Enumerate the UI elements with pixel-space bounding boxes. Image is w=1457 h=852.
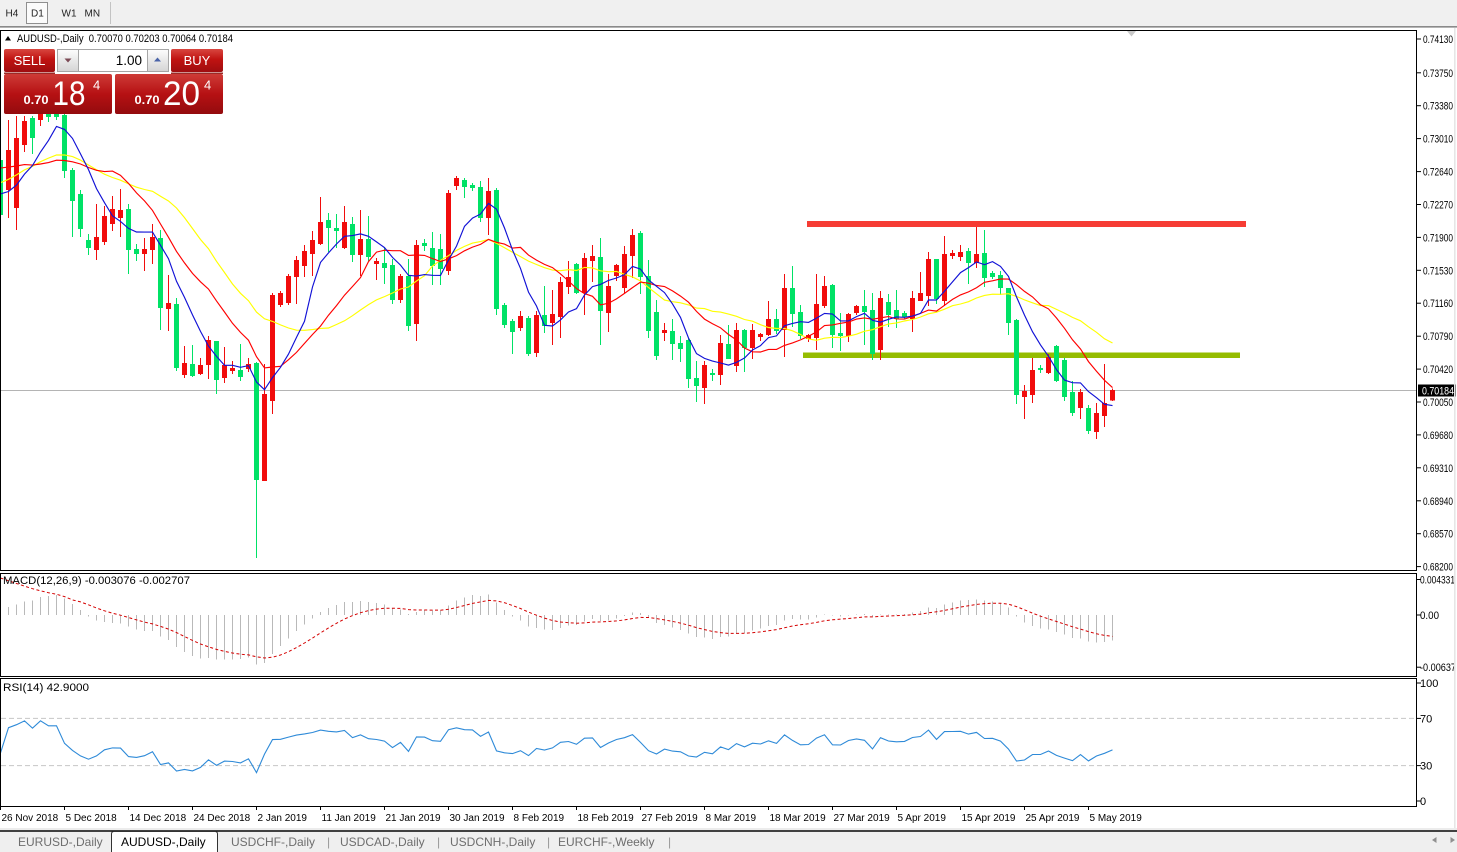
svg-text:-0.00637: -0.00637 — [1420, 662, 1456, 674]
svg-text:0.71900: 0.71900 — [1423, 232, 1453, 244]
svg-text:2 Jan 2019: 2 Jan 2019 — [258, 813, 308, 824]
svg-text:AUDUSD-,Daily 0.70070 0.70203: AUDUSD-,Daily 0.70070 0.70203 0.70064 0.… — [17, 33, 233, 45]
svg-text:8 Feb 2019: 8 Feb 2019 — [514, 813, 565, 824]
svg-text:0.72270: 0.72270 — [1423, 200, 1453, 212]
svg-text:26 Nov 2018: 26 Nov 2018 — [2, 813, 59, 824]
svg-text:W1: W1 — [62, 9, 77, 20]
svg-text:18 Mar 2019: 18 Mar 2019 — [770, 813, 827, 824]
svg-text:0.68570: 0.68570 — [1423, 529, 1453, 541]
svg-text:0.70: 0.70 — [24, 95, 49, 107]
svg-text:30 Jan 2019: 30 Jan 2019 — [450, 813, 505, 824]
svg-text:EURUSD-,Daily: EURUSD-,Daily — [18, 835, 103, 849]
svg-text:0.74130: 0.74130 — [1423, 34, 1453, 46]
svg-text:D1: D1 — [31, 9, 44, 20]
svg-text:|: | — [547, 835, 550, 849]
svg-text:0.69310: 0.69310 — [1423, 463, 1453, 475]
svg-text:RSI(14) 42.9000: RSI(14) 42.9000 — [3, 682, 89, 694]
svg-text:27 Feb 2019: 27 Feb 2019 — [642, 813, 699, 824]
svg-text:24 Dec 2018: 24 Dec 2018 — [194, 813, 251, 824]
svg-text:15 Apr 2019: 15 Apr 2019 — [962, 813, 1016, 824]
svg-text:14 Dec 2018: 14 Dec 2018 — [130, 813, 187, 824]
svg-text:0: 0 — [1420, 796, 1426, 808]
svg-text:0.70: 0.70 — [135, 95, 160, 107]
svg-text:0.68200: 0.68200 — [1423, 562, 1453, 574]
svg-text:0.70050: 0.70050 — [1423, 397, 1453, 409]
svg-text:4: 4 — [204, 78, 211, 93]
svg-text:0.004331: 0.004331 — [1420, 575, 1455, 587]
svg-text:5 Apr 2019: 5 Apr 2019 — [898, 813, 947, 824]
svg-text:0.70420: 0.70420 — [1423, 364, 1453, 376]
svg-text:SELL: SELL — [14, 53, 46, 68]
svg-text:0.73010: 0.73010 — [1423, 134, 1453, 146]
svg-text:0.68940: 0.68940 — [1423, 496, 1453, 508]
svg-text:|: | — [327, 835, 330, 849]
svg-text:H4: H4 — [6, 9, 19, 20]
svg-text:|: | — [668, 835, 671, 849]
svg-text:18: 18 — [53, 75, 86, 113]
svg-text:USDCHF-,Daily: USDCHF-,Daily — [231, 835, 315, 849]
svg-text:8 Mar 2019: 8 Mar 2019 — [706, 813, 757, 824]
svg-text:MN: MN — [85, 9, 101, 20]
svg-text:USDCAD-,Daily: USDCAD-,Daily — [340, 835, 425, 849]
svg-text:5 Dec 2018: 5 Dec 2018 — [66, 813, 118, 824]
svg-text:5 May 2019: 5 May 2019 — [1090, 813, 1143, 824]
svg-text:18 Feb 2019: 18 Feb 2019 — [578, 813, 635, 824]
svg-text:4: 4 — [93, 78, 100, 93]
svg-text:21 Jan 2019: 21 Jan 2019 — [386, 813, 441, 824]
svg-text:0.71160: 0.71160 — [1423, 298, 1453, 310]
svg-text:MACD(12,26,9) -0.003076 -0.002: MACD(12,26,9) -0.003076 -0.002707 — [3, 575, 190, 587]
svg-text:|: | — [437, 835, 440, 849]
svg-text:0.00: 0.00 — [1420, 610, 1439, 622]
svg-text:0.70184: 0.70184 — [1422, 386, 1454, 398]
svg-text:USDCNH-,Daily: USDCNH-,Daily — [450, 835, 535, 849]
svg-text:0.73750: 0.73750 — [1423, 68, 1453, 80]
svg-text:70: 70 — [1420, 713, 1432, 725]
svg-text:25 Apr 2019: 25 Apr 2019 — [1026, 813, 1080, 824]
svg-text:0.73380: 0.73380 — [1423, 101, 1453, 113]
svg-text:EURCHF-,Weekly: EURCHF-,Weekly — [558, 835, 654, 849]
svg-text:11 Jan 2019: 11 Jan 2019 — [322, 813, 377, 824]
svg-text:0.71530: 0.71530 — [1423, 265, 1453, 277]
svg-text:BUY: BUY — [184, 53, 211, 68]
svg-text:30: 30 — [1420, 761, 1432, 773]
svg-text:0.72640: 0.72640 — [1423, 167, 1453, 179]
svg-text:AUDUSD-,Daily: AUDUSD-,Daily — [121, 835, 206, 849]
svg-text:0.70790: 0.70790 — [1423, 331, 1453, 343]
svg-text:1.00: 1.00 — [116, 53, 142, 68]
svg-text:0.69680: 0.69680 — [1423, 430, 1453, 442]
svg-text:20: 20 — [163, 75, 200, 113]
svg-text:100: 100 — [1420, 678, 1438, 690]
svg-text:27 Mar 2019: 27 Mar 2019 — [834, 813, 891, 824]
